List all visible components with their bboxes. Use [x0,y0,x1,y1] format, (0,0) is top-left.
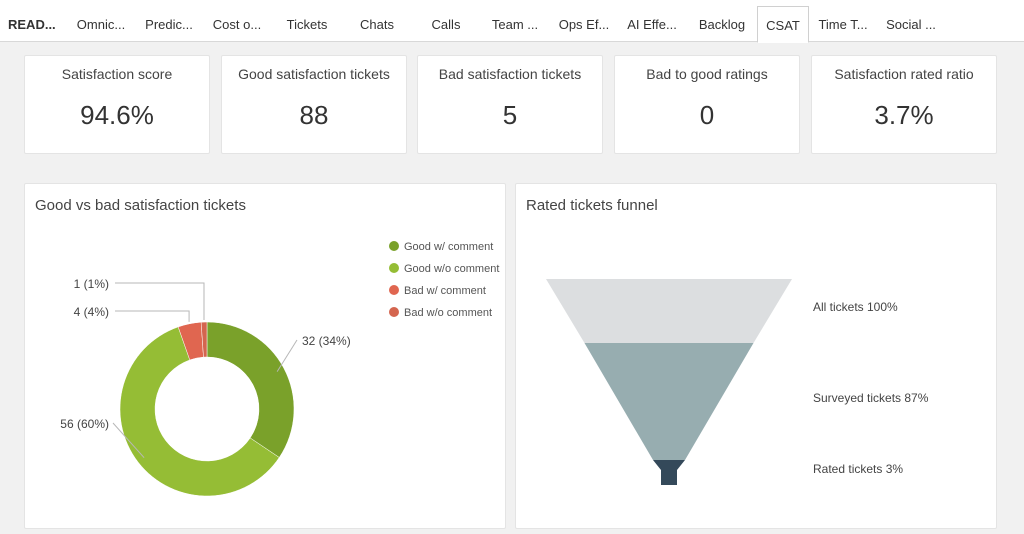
tab-tickets[interactable]: Tickets [286,17,328,32]
kpi-title: Good satisfaction tickets [238,66,390,82]
kpi-satisfaction-score[interactable]: Satisfaction score 94.6% [24,55,210,154]
tab-predictive[interactable]: Predic... [145,17,193,32]
tab-time-to[interactable]: Time T... [818,17,868,32]
kpi-value: 0 [699,100,715,130]
legend-marker [389,307,399,317]
donut-chart-panel: Good vs bad satisfaction tickets 32 (34%… [24,183,506,529]
kpi-value: 5 [502,100,518,130]
kpi-bad-to-good-ratings[interactable]: Bad to good ratings 0 [614,55,800,154]
tab-cost[interactable]: Cost o... [212,17,262,32]
legend-label[interactable]: Good w/o comment [404,263,499,275]
tab-social[interactable]: Social ... [886,17,936,32]
donut-leader-line [115,310,190,322]
kpi-title: Satisfaction rated ratio [834,66,974,82]
funnel-stage-label: Surveyed tickets 87% [813,391,929,405]
kpi-title: Bad to good ratings [646,66,768,82]
legend-marker [389,241,399,251]
dashboard-tab-bar: READ... Omnic... Predic... Cost o... Tic… [0,0,1024,43]
donut-slice-2[interactable] [119,326,280,497]
legend-marker [389,263,399,273]
funnel-stage-3[interactable] [653,460,685,485]
panel-title: Rated tickets funnel [526,197,658,214]
donut-data-label: 32 (34%) [302,334,351,348]
funnel-stage-label: All tickets 100% [813,300,898,314]
legend-marker [389,285,399,295]
tab-ai-effectiveness[interactable]: AI Effe... [627,17,677,32]
kpi-value: 94.6% [80,100,154,130]
legend-label[interactable]: Good w/ comment [404,241,493,253]
tab-csat[interactable]: CSAT [757,6,809,43]
kpi-title: Satisfaction score [61,66,173,82]
donut-chart: 32 (34%) 56 (60%) 4 (4%) 1 (1%) Good w/ comm… [60,241,499,497]
funnel-chart-panel: Rated tickets funnel All tickets 100% Sur… [515,183,997,529]
panel-title: Good vs bad satisfaction tickets [35,197,246,214]
kpi-value: 88 [299,100,329,130]
legend-label[interactable]: Bad w/o comment [404,307,492,319]
funnel-stage-1[interactable] [546,279,792,343]
tab-ops-efficiency[interactable]: Ops Ef... [558,17,610,32]
funnel-chart: All tickets 100% Surveyed tickets 87% Rate… [546,279,929,485]
tab-backlog[interactable]: Backlog [698,17,746,32]
kpi-value: 3.7% [874,100,934,130]
donut-leader-line [112,422,145,458]
kpi-title: Bad satisfaction tickets [438,66,582,82]
donut-data-label: 4 (4%) [74,305,109,319]
tab-readme[interactable]: READ... [8,17,56,32]
tab-chats[interactable]: Chats [360,17,394,32]
kpi-good-satisfaction-tickets[interactable]: Good satisfaction tickets 88 [221,55,407,154]
tab-omnichannel[interactable]: Omnic... [76,17,126,32]
donut-slice-4[interactable] [200,321,208,358]
funnel-stage-2[interactable] [584,343,754,460]
kpi-bad-satisfaction-tickets[interactable]: Bad satisfaction tickets 5 [417,55,603,154]
kpi-satisfaction-rated-ratio[interactable]: Satisfaction rated ratio 3.7% [811,55,997,154]
legend-label[interactable]: Bad w/ comment [404,285,486,297]
donut-leader-line [276,339,298,372]
donut-data-label: 56 (60%) [60,417,109,431]
donut-slice-1[interactable] [206,321,295,458]
tab-calls[interactable]: Calls [431,17,461,32]
donut-leader-line [115,282,205,321]
donut-data-label: 1 (1%) [74,277,109,291]
funnel-stage-label: Rated tickets 3% [813,462,903,476]
tab-team[interactable]: Team ... [491,17,539,32]
